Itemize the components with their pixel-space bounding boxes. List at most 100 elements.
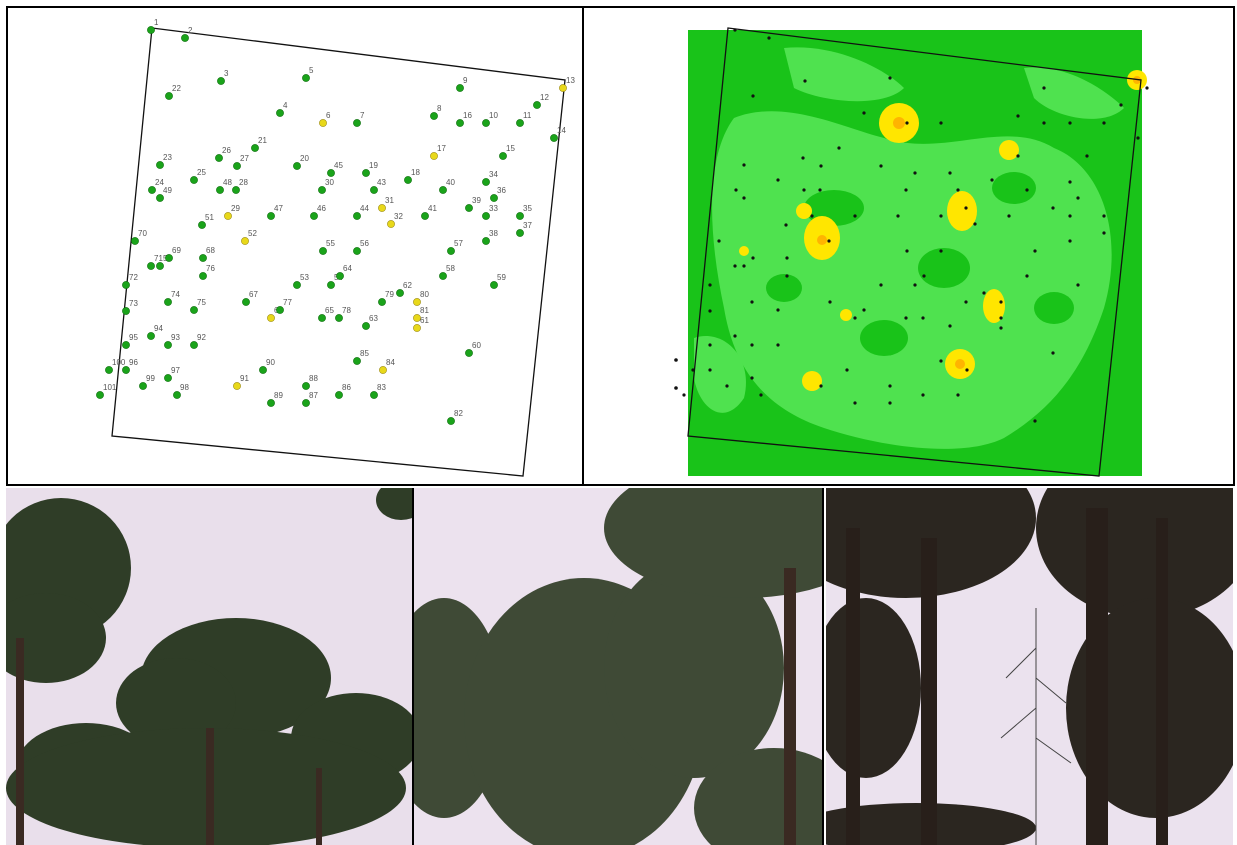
stem-label: 68 <box>206 246 215 255</box>
tree-dot <box>828 300 832 304</box>
stem-label: 49 <box>163 186 172 195</box>
tree-dot <box>750 300 754 304</box>
stem-point <box>165 92 173 100</box>
tree-dot <box>1051 351 1055 355</box>
stem-point <box>199 272 207 280</box>
tree-dot <box>1016 154 1020 158</box>
stem-label: 43 <box>377 178 386 187</box>
stem-label: 38 <box>489 229 498 238</box>
tree-dot <box>1068 180 1072 184</box>
stem-point <box>447 417 455 425</box>
stem-point <box>267 399 275 407</box>
stem-label: 35 <box>523 204 532 213</box>
tree-dot <box>682 393 686 397</box>
tree-dot <box>818 188 822 192</box>
stem-point <box>447 247 455 255</box>
stem-point <box>335 391 343 399</box>
stem-label: 20 <box>300 154 309 163</box>
stem-point <box>335 314 343 322</box>
tree-dot <box>964 300 968 304</box>
tree-dot <box>1136 136 1140 140</box>
top-panel-divider <box>582 6 584 486</box>
stem-point <box>96 391 104 399</box>
tree-dot <box>990 178 994 182</box>
stem-label: 3 <box>224 69 229 78</box>
stem-label: 91 <box>240 374 249 383</box>
stem-point <box>370 186 378 194</box>
tree-dot <box>759 393 763 397</box>
stem-label: 10 <box>489 111 498 120</box>
tree-dot <box>801 156 805 160</box>
top-figure-frame <box>6 6 1235 486</box>
stem-label: 96 <box>129 358 138 367</box>
stem-point <box>122 281 130 289</box>
stem-map-panel: 1 2 3 4 5 6 7 8 9 10 11 12 13 14 15 16 17 18 19 20 21 22 23 24 2… <box>8 8 582 484</box>
stem-label: 16 <box>463 111 472 120</box>
tree-dot <box>982 291 986 295</box>
stem-label: 44 <box>360 204 369 213</box>
tree-dot <box>862 111 866 115</box>
stem-label: 29 <box>231 204 240 213</box>
tree-dot <box>939 249 943 253</box>
tree-dot <box>1025 274 1029 278</box>
tree-dot <box>939 121 943 125</box>
stem-label: 82 <box>454 409 463 418</box>
tree-dot <box>1119 103 1123 107</box>
stem-label: 78 <box>342 306 351 315</box>
stem-point <box>293 162 301 170</box>
tree-dot <box>888 384 892 388</box>
tree-dot <box>905 249 909 253</box>
stem-label: 33 <box>489 204 498 213</box>
stem-label: 81 <box>420 306 429 315</box>
tree-dot <box>921 316 925 320</box>
tree-dot <box>708 283 712 287</box>
stem-label: 94 <box>154 324 163 333</box>
stem-label: 45 <box>334 161 343 170</box>
stem-point <box>370 391 378 399</box>
tree-dot <box>904 188 908 192</box>
tree-dot <box>733 334 737 338</box>
stem-point <box>353 247 361 255</box>
stem-point <box>122 307 130 315</box>
tree-dot <box>853 401 857 405</box>
stem-label: 27 <box>240 154 249 163</box>
stem-label: 59 <box>497 273 506 282</box>
tree-dot <box>691 368 695 372</box>
stem-point <box>516 212 524 220</box>
tree-dot <box>751 94 755 98</box>
stem-point <box>430 112 438 120</box>
tree-dot <box>1042 121 1046 125</box>
tree-dot <box>734 188 738 192</box>
stem-label: 28 <box>239 178 248 187</box>
stem-label: 17 <box>437 144 446 153</box>
stem-point <box>131 237 139 245</box>
tree-dot <box>888 401 892 405</box>
stem-label: 84 <box>386 358 395 367</box>
tree-dot <box>896 214 900 218</box>
tree-dot <box>964 206 968 210</box>
stem-point <box>267 314 275 322</box>
stem-point <box>396 289 404 297</box>
stem-label: 73 <box>129 299 138 308</box>
stem-point <box>293 281 301 289</box>
tree-dot <box>913 171 917 175</box>
outside-dot <box>674 358 678 362</box>
stem-point <box>319 119 327 127</box>
stem-label: 37 <box>523 221 532 230</box>
stem-label: 52 <box>248 229 257 238</box>
stem-point <box>421 212 429 220</box>
forest-photo-2 <box>414 488 824 845</box>
tree-dot <box>819 164 823 168</box>
stem-label: 61 <box>420 316 429 325</box>
tree-dots <box>682 28 1149 423</box>
tree-dot <box>708 343 712 347</box>
tree-dot <box>767 36 771 40</box>
stem-point <box>490 194 498 202</box>
forest-photo-1 <box>6 488 414 845</box>
tree-dot <box>1068 239 1072 243</box>
stem-point <box>439 272 447 280</box>
stem-label: 19 <box>369 161 378 170</box>
stem-label: 100 <box>112 358 126 367</box>
stem-point <box>276 306 284 314</box>
stem-label: 8 <box>437 104 442 113</box>
